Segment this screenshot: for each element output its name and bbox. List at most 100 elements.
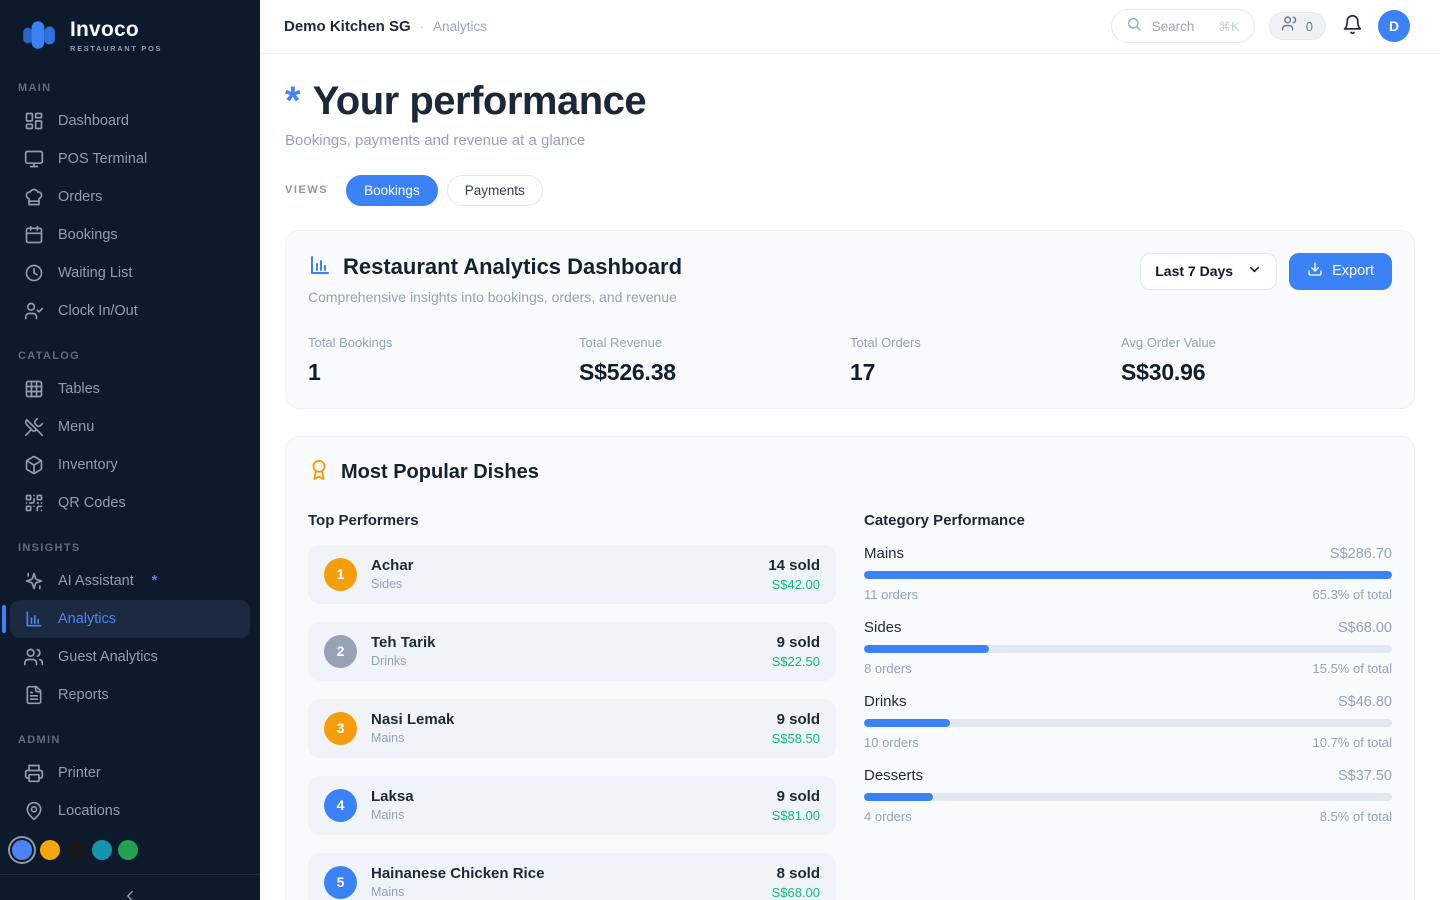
- category-row: Sides S$68.00 8 orders 15.5% of total: [864, 619, 1392, 676]
- package-icon: [24, 455, 44, 475]
- dish-sold-count: 9 sold: [776, 787, 820, 805]
- sidebar-item-clock-in-out[interactable]: Clock In/Out: [10, 292, 250, 330]
- dish-revenue: S$81.00: [771, 807, 820, 823]
- page-title: Your performance: [312, 78, 647, 123]
- sidebar-item-label: Inventory: [58, 457, 118, 473]
- dish-revenue: S$68.00: [771, 884, 820, 900]
- stat-value: 17: [850, 358, 876, 385]
- list-item[interactable]: 2 Teh Tarik Drinks 9 sold S$22.50: [308, 621, 836, 681]
- sidebar-item-dashboard[interactable]: Dashboard: [10, 102, 250, 140]
- dish-category: Mains: [371, 731, 405, 746]
- sidebar-item-label: Clock In/Out: [58, 303, 138, 319]
- chef-hat-icon: [24, 187, 44, 207]
- tab-payments[interactable]: Payments: [446, 174, 543, 206]
- sidebar-item-qr-codes[interactable]: QR Codes: [10, 484, 250, 522]
- dish-name: Teh Tarik: [371, 634, 436, 652]
- page-subtitle: Bookings, payments and revenue at a glan…: [285, 131, 586, 149]
- users-icon: [24, 647, 44, 667]
- category-revenue: S$286.70: [1329, 545, 1392, 562]
- date-range-value: Last 7 Days: [1155, 263, 1234, 280]
- brand-tagline: RESTAURANT POS: [70, 43, 163, 53]
- list-item[interactable]: 5 Hainanese Chicken Rice Mains 8 sold S$…: [308, 852, 836, 900]
- sidebar-item-locations[interactable]: Locations: [10, 792, 250, 830]
- chevron-left-icon: [121, 890, 139, 900]
- sidebar-item-label: Guest Analytics: [58, 649, 158, 665]
- stat-total-orders: Total Orders 17: [850, 335, 1121, 386]
- sidebar-item-menu[interactable]: Menu: [10, 408, 250, 446]
- list-item[interactable]: 1 Achar Sides 14 sold S$42.00: [308, 544, 836, 604]
- dish-name: Achar: [371, 557, 414, 575]
- progress-bar: [864, 718, 1392, 727]
- sidebar-item-reports[interactable]: Reports: [10, 676, 250, 714]
- list-item[interactable]: 4 Laksa Mains 9 sold S$81.00: [308, 775, 836, 835]
- sidebar-divider: [0, 874, 260, 875]
- search-shortcut: ⌘K: [1218, 19, 1240, 34]
- category-name: Mains: [864, 544, 905, 562]
- progress-fill: [864, 644, 990, 653]
- user-avatar[interactable]: D: [1378, 10, 1410, 43]
- sidebar-item-pos-terminal[interactable]: POS Terminal: [10, 140, 250, 178]
- bar-chart-icon: [24, 609, 44, 629]
- sidebar-item-guest-analytics[interactable]: Guest Analytics: [10, 638, 250, 676]
- theme-dot-blue[interactable]: [12, 840, 32, 860]
- sidebar-item-label: Analytics: [58, 611, 117, 627]
- theme-dot-black[interactable]: [66, 840, 86, 860]
- sidebar-item-ai-assistant[interactable]: AI Assistant *: [10, 562, 250, 600]
- dish-revenue: S$42.00: [771, 576, 820, 592]
- list-item[interactable]: 3 Nasi Lemak Mains 9 sold S$58.50: [308, 698, 836, 758]
- section-label-admin: ADMIN: [18, 734, 61, 746]
- file-text-icon: [24, 685, 44, 705]
- online-users-badge[interactable]: 0: [1268, 12, 1326, 41]
- category-name: Sides: [864, 618, 902, 636]
- sidebar-item-label: Menu: [58, 419, 95, 435]
- theme-dot-teal[interactable]: [92, 840, 112, 860]
- rank-badge: 5: [324, 865, 357, 899]
- card-title: Most Popular Dishes: [341, 460, 539, 483]
- sidebar-item-bookings[interactable]: Bookings: [10, 216, 250, 254]
- section-label-main: MAIN: [18, 82, 52, 94]
- dish-sold-count: 8 sold: [776, 864, 820, 882]
- theme-dot-green[interactable]: [118, 840, 138, 860]
- notifications-button[interactable]: [1340, 14, 1364, 38]
- category-orders: 11 orders: [864, 586, 918, 602]
- calendar-icon: [24, 225, 44, 245]
- tab-bookings[interactable]: Bookings: [346, 174, 438, 206]
- top-performers-heading: Top Performers: [308, 511, 419, 529]
- section-label-insights: INSIGHTS: [18, 542, 81, 554]
- export-button[interactable]: Export: [1289, 252, 1392, 290]
- dish-name: Hainanese Chicken Rice: [371, 865, 545, 883]
- date-range-select[interactable]: Last 7 Days: [1140, 252, 1278, 290]
- monitor-icon: [24, 149, 44, 169]
- stat-label: Total Revenue: [579, 334, 663, 350]
- user-check-icon: [24, 301, 44, 321]
- sidebar-item-waiting-list[interactable]: Waiting List: [10, 254, 250, 292]
- location-name: Demo Kitchen SG: [284, 17, 411, 35]
- stat-value: 1: [308, 358, 321, 385]
- dish-name: Nasi Lemak: [371, 711, 455, 729]
- stat-label: Total Bookings: [308, 334, 393, 350]
- top-performers-column: Top Performers 1 Achar Sides 14 sold S$4…: [308, 512, 836, 900]
- dish-sold-count: 9 sold: [776, 633, 820, 651]
- sidebar-nav: MAIN Dashboard POS Terminal Orders Booki…: [0, 64, 260, 830]
- category-name: Desserts: [864, 766, 924, 784]
- search-input[interactable]: Search ⌘K: [1110, 9, 1255, 44]
- sidebar-item-printer[interactable]: Printer: [10, 754, 250, 792]
- progress-bar: [864, 570, 1392, 579]
- sidebar-item-tables[interactable]: Tables: [10, 370, 250, 408]
- sidebar-item-label: Reports: [58, 687, 109, 703]
- stat-value: S$30.96: [1121, 358, 1206, 385]
- category-share: 8.5% of total: [1319, 808, 1392, 824]
- sidebar-collapse-button[interactable]: [116, 885, 144, 900]
- theme-dot-orange[interactable]: [40, 840, 60, 860]
- dish-category: Drinks: [371, 654, 407, 669]
- printer-icon: [24, 763, 44, 783]
- category-share: 10.7% of total: [1312, 734, 1393, 750]
- sidebar-item-inventory[interactable]: Inventory: [10, 446, 250, 484]
- sidebar-item-analytics[interactable]: Analytics: [2, 600, 250, 638]
- sidebar-footer: [0, 830, 260, 900]
- sidebar-item-orders[interactable]: Orders: [10, 178, 250, 216]
- qr-code-icon: [24, 493, 44, 513]
- medal-icon: [308, 459, 330, 486]
- search-icon: [1126, 16, 1142, 37]
- chart-icon: [308, 253, 332, 282]
